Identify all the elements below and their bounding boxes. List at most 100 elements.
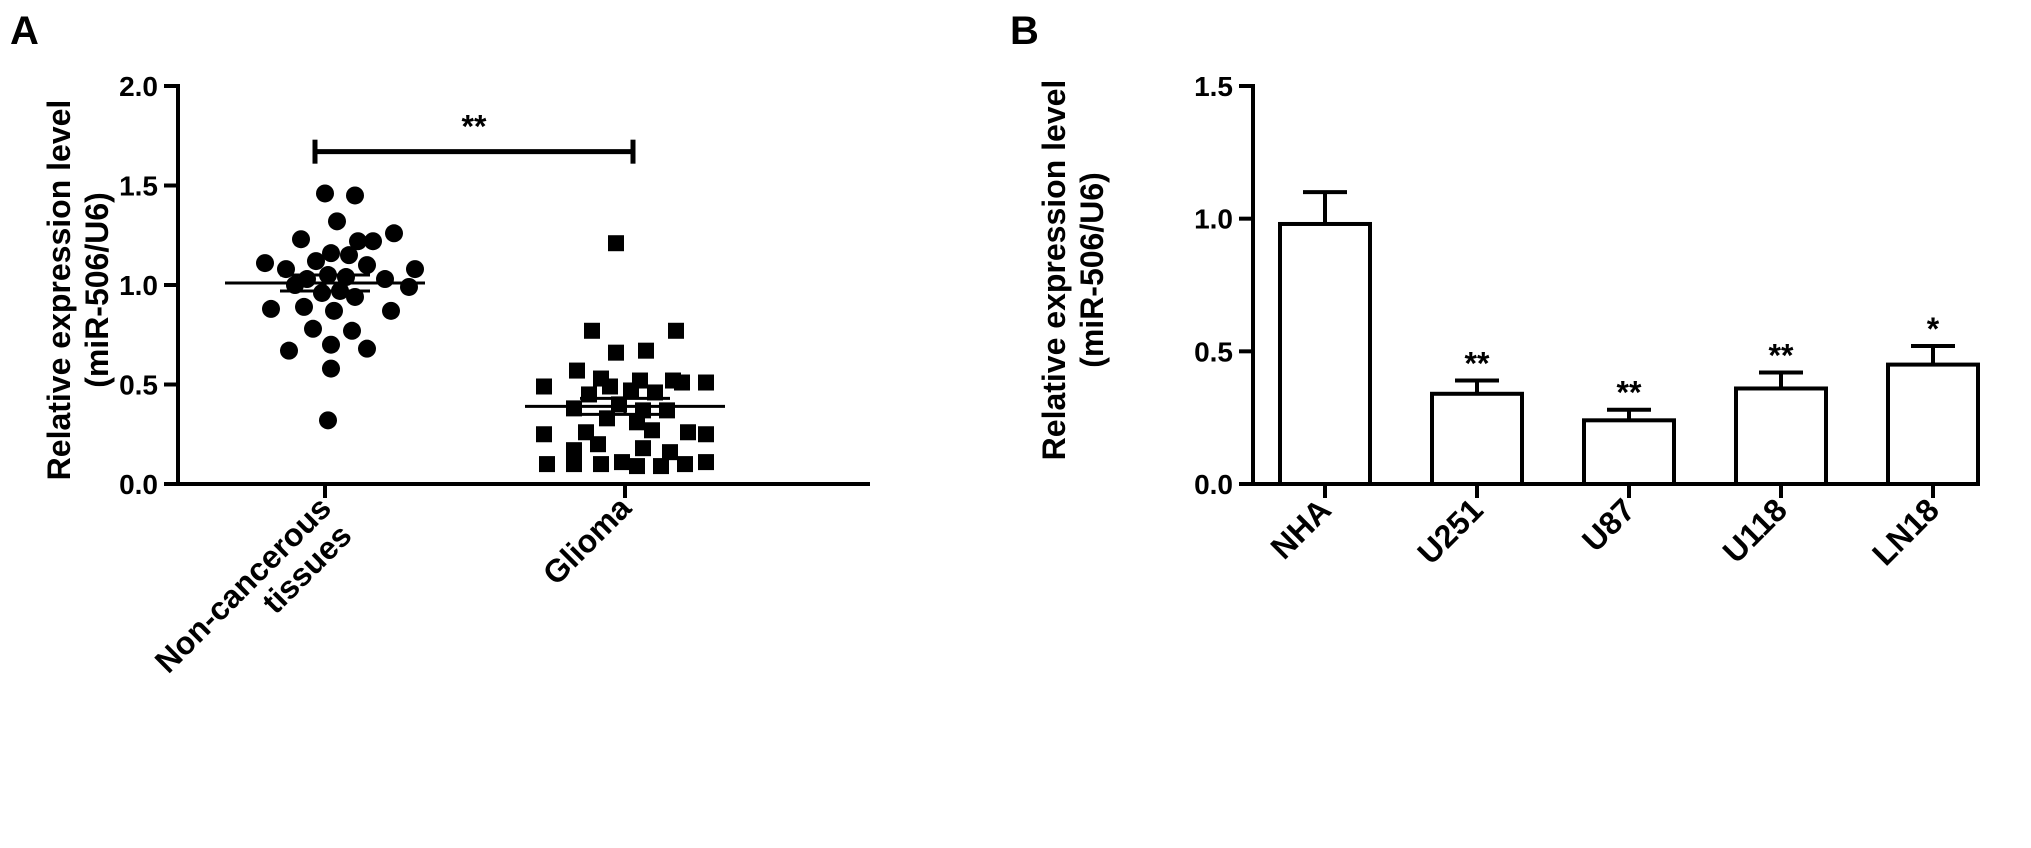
panel-b-significance-label: **: [1769, 338, 1794, 374]
panel-b-bar: [1734, 386, 1828, 487]
panel-a-point-square: [608, 235, 624, 252]
panel-a-point-square: [677, 456, 693, 473]
panel-b-y-tick-label: 0.0: [1194, 469, 1233, 500]
panel-a-point-square: [536, 426, 552, 443]
panel-a-point-square: [662, 444, 678, 461]
panel-b-significance-label: **: [1465, 346, 1490, 382]
panel-a-point-circle: [343, 321, 361, 340]
panel-a-significance: **: [312, 109, 636, 164]
panel-a-point-square: [674, 374, 690, 391]
panel-a-point-circle: [382, 301, 400, 320]
panel-a-point-square: [698, 426, 714, 443]
scatter-plot-panel-a: Relative expression level (miR-506/U6) 0…: [41, 71, 870, 680]
panel-a-point-square: [659, 402, 675, 419]
panel-a-point-circle: [400, 277, 418, 296]
panel-a-y-axis-label-line1: Relative expression level: [41, 100, 77, 481]
panel-a-x-tick-label-group: Glioma: [536, 489, 638, 591]
panel-a-point-square: [653, 458, 669, 475]
panel-b-significance-label: *: [1927, 311, 1940, 347]
panel-a-point-square: [611, 396, 627, 413]
panel-a-point-square: [566, 442, 582, 459]
panel-a-y-axis-label-line2: (miR-506/U6): [79, 192, 115, 388]
panel-a-point-circle: [340, 246, 358, 265]
panel-a-point-circle: [346, 186, 364, 205]
panel-a-point-square: [599, 410, 615, 427]
panel-b-bar: [1278, 221, 1372, 486]
panel-b-y-tick-label: 1.5: [1194, 71, 1233, 102]
panel-a-point-square: [593, 456, 609, 473]
panel-a-point-square: [584, 322, 600, 339]
panel-b-bar: [1430, 391, 1524, 486]
panel-a-point-square: [629, 458, 645, 475]
bar-chart-panel-b: Relative expression level (miR-506/U6) 0…: [1036, 71, 1980, 572]
panel-a-point-square: [635, 440, 651, 457]
panel-a-point-circle: [349, 232, 367, 251]
panel-a-point-circle: [313, 283, 331, 302]
panel-a-point-circle: [364, 232, 382, 251]
panel-b-x-tick-label: U87: [1575, 491, 1642, 558]
panel-a-point-square: [590, 436, 606, 453]
panel-a-point-square: [536, 378, 552, 395]
panel-a-point-square: [644, 422, 660, 439]
panel-a-point-circle: [358, 256, 376, 275]
panel-b-x-tick-label: U251: [1410, 491, 1490, 571]
panel-a-y-tick-label: 0.5: [119, 370, 158, 401]
panel-a-point-square: [698, 454, 714, 471]
panel-b-y-tick-label: 0.5: [1194, 336, 1233, 367]
panel-b-y-tick-label: 1.0: [1194, 204, 1233, 235]
panel-a-point-circle: [358, 339, 376, 358]
panel-a-point-circle: [256, 254, 274, 273]
panel-a-point-square: [698, 374, 714, 391]
panel-b-bar: [1582, 418, 1676, 487]
panel-a-point-square: [680, 424, 696, 441]
panel-b-bar: [1886, 362, 1980, 487]
panel-a-point-square: [629, 414, 645, 431]
panel-a-point-circle: [280, 341, 298, 360]
panel-a-point-circle: [376, 270, 394, 289]
panel-a-point-square: [668, 322, 684, 339]
panel-a-y-tick-label: 1.0: [119, 270, 158, 301]
panel-a-data-points: [256, 184, 714, 475]
panel-a-point-circle: [316, 184, 334, 203]
panel-a-point-circle: [325, 301, 343, 320]
panel-a-point-circle: [295, 297, 313, 316]
panel-a-point-square: [623, 382, 639, 399]
panel-a-point-square: [566, 456, 582, 473]
panel-a-point-square: [638, 342, 654, 359]
panel-b-label: B: [1010, 9, 1039, 53]
panel-a-point-circle: [328, 212, 346, 231]
panel-a-y-tick-label: 2.0: [119, 71, 158, 102]
panel-a-point-square: [614, 454, 630, 471]
panel-a-point-circle: [319, 411, 337, 430]
panel-a-point-circle: [292, 230, 310, 249]
panel-a-y-tick-label: 1.5: [119, 171, 158, 202]
panel-a-point-circle: [262, 299, 280, 318]
panel-b-y-axis-label-line2: (miR-506/U6): [1074, 172, 1110, 368]
panel-a-label: A: [10, 9, 39, 53]
panel-b-x-tick-label: LN18: [1865, 491, 1946, 572]
panel-b-bars: *******: [1278, 190, 1980, 487]
panel-a-mean-sem: [225, 273, 725, 416]
panel-b-y-axis-label-line1: Relative expression level: [1036, 80, 1072, 461]
panel-a-point-square: [566, 400, 582, 417]
panel-a-point-square: [581, 386, 597, 403]
panel-b-significance-label: **: [1617, 375, 1642, 411]
panel-a-x-tick-label: Glioma: [536, 489, 638, 591]
panel-a-point-circle: [307, 252, 325, 271]
panel-a-y-ticks: 0.0 0.5 1.0 1.5 2.0: [119, 71, 178, 500]
panel-a-point-circle: [322, 335, 340, 354]
panel-b-x-tick-label: U118: [1716, 491, 1794, 569]
panel-a-y-tick-label: 0.0: [119, 469, 158, 500]
panel-a-point-circle: [322, 359, 340, 378]
panel-a-point-square: [539, 456, 555, 473]
panel-a-point-circle: [322, 244, 340, 263]
panel-a-point-square: [569, 362, 585, 379]
panel-a-significance-label: **: [462, 109, 487, 145]
panel-a-point-circle: [385, 224, 403, 243]
panel-a-point-circle: [406, 260, 424, 279]
panel-b-x-ticks: NHA U251 U87 U118 LN18: [1263, 484, 1946, 572]
panel-a-point-square: [608, 344, 624, 361]
